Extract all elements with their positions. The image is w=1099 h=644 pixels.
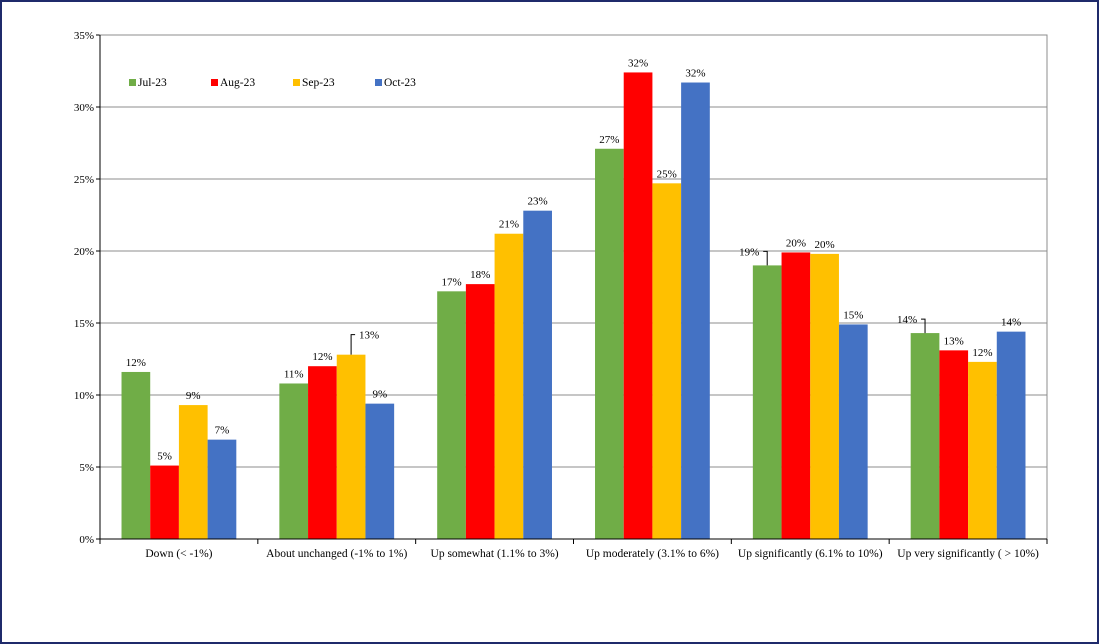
- legend-label: Jul-23: [138, 77, 167, 89]
- data-label: 32%: [685, 68, 705, 80]
- data-label: 27%: [599, 134, 619, 146]
- y-tick-label: 5%: [79, 462, 94, 474]
- bar: [465, 284, 495, 539]
- bar: [652, 183, 682, 539]
- data-label: 19%: [739, 246, 759, 258]
- y-tick-label: 20%: [74, 246, 94, 258]
- data-label: 13%: [359, 330, 379, 342]
- axes: 0% 5% 10% 15% 20% 25% 30% 35% Down (< -1%) About …: [74, 30, 1048, 560]
- bar: [623, 72, 653, 539]
- legend-label: Aug-23: [220, 77, 255, 89]
- bars: [121, 72, 1026, 540]
- bar: [681, 82, 710, 540]
- bar: [523, 210, 552, 539]
- bar: [810, 253, 839, 539]
- bar: [150, 465, 179, 539]
- bar: [279, 383, 309, 539]
- data-label: 14%: [897, 314, 917, 326]
- y-tick-label: 35%: [74, 30, 94, 42]
- data-label: 13%: [944, 335, 964, 347]
- x-category-label: Up significantly (6.1% to 10%): [738, 548, 883, 560]
- bar: [939, 350, 969, 539]
- data-labels: 12% 11% 17% 27% 19% 14% 5% 12% 18% 32% 20% 13% 9% 13%…: [126, 57, 1021, 462]
- x-category-label: Down (< -1%): [145, 548, 212, 560]
- bar: [121, 371, 151, 539]
- leader-line: [921, 318, 926, 334]
- data-label: 25%: [657, 168, 677, 180]
- bar: [308, 366, 337, 539]
- bar: [595, 148, 624, 539]
- legend-label: Sep-23: [302, 77, 335, 89]
- data-label: 12%: [312, 351, 332, 363]
- data-label: 20%: [815, 239, 835, 251]
- y-tick-label: 0%: [79, 534, 94, 546]
- x-category-label: Up somewhat (1.1% to 3%): [431, 548, 559, 560]
- data-label: 7%: [215, 425, 230, 437]
- data-label: 9%: [186, 390, 201, 402]
- leader-line: [350, 334, 356, 355]
- bar: [781, 252, 811, 539]
- bar: [207, 439, 237, 539]
- y-tick-label: 10%: [74, 390, 94, 402]
- bar: [336, 354, 366, 539]
- data-label: 5%: [157, 451, 172, 463]
- legend-swatch: [375, 79, 382, 86]
- data-label: 11%: [284, 368, 304, 380]
- bar: [838, 324, 868, 539]
- bar: [996, 331, 1026, 539]
- legend-swatch: [211, 79, 218, 86]
- bar: [910, 333, 940, 539]
- legend-swatch: [293, 79, 300, 86]
- data-label: 32%: [628, 57, 648, 69]
- data-label: 12%: [126, 357, 146, 369]
- legend-swatch: [129, 79, 136, 86]
- data-label: 9%: [372, 389, 387, 401]
- data-label: 21%: [499, 219, 519, 231]
- leader-line: [763, 250, 768, 266]
- bar: [968, 361, 997, 539]
- legend-label: Oct-23: [384, 77, 416, 89]
- legend: Jul-23 Aug-23 Sep-23 Oct-23: [129, 77, 416, 89]
- data-label: 14%: [1001, 317, 1021, 329]
- y-tick-label: 15%: [74, 318, 94, 330]
- y-tick-label: 30%: [74, 102, 94, 114]
- data-label: 12%: [972, 347, 992, 359]
- x-category-label: About unchanged (-1% to 1%): [266, 548, 407, 560]
- x-category-label: Up moderately (3.1% to 6%): [586, 548, 719, 560]
- x-category-label: Up very significantly ( > 10%): [897, 548, 1039, 560]
- bar: [178, 405, 208, 539]
- bar: [437, 291, 466, 539]
- data-label: 20%: [786, 237, 806, 249]
- data-label: 15%: [843, 309, 863, 321]
- data-label: 18%: [470, 269, 490, 281]
- y-tick-label: 25%: [74, 174, 94, 186]
- bar: [365, 403, 395, 539]
- data-label: 23%: [528, 196, 548, 208]
- data-label: 17%: [441, 276, 461, 288]
- gridlines: [100, 34, 1047, 468]
- plot-border: [99, 34, 1048, 540]
- bar: [752, 265, 782, 539]
- bar: [494, 233, 524, 539]
